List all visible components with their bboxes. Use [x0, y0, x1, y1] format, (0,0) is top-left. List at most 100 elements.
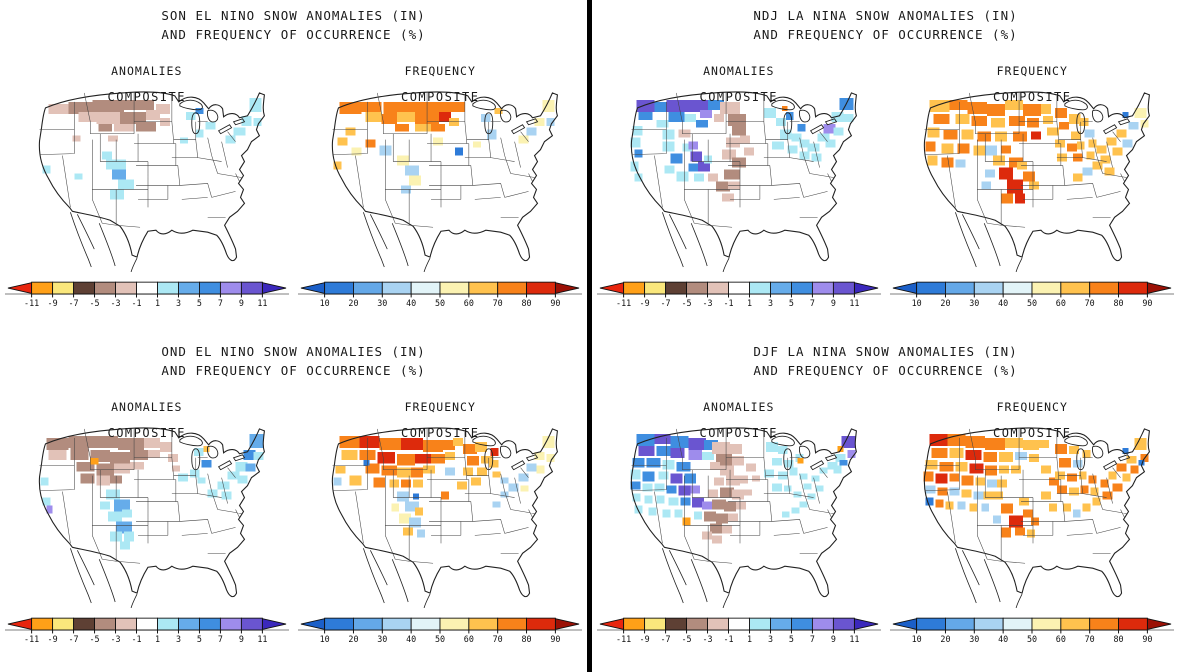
composite-label: COMPOSITE: [699, 426, 779, 440]
composite-label: COMPOSITE: [699, 90, 779, 104]
anomalies-composite-map: COMPOSITE -11 -9 -7 -5 -3 -1 1 3 5 7 9 11: [592, 414, 886, 644]
svg-text:10: 10: [912, 634, 922, 644]
svg-text:20: 20: [349, 634, 359, 644]
panel-title-line2: AND FREQUENCY OF OCCURRENCE (%): [753, 27, 1018, 42]
svg-text:-7: -7: [660, 298, 670, 308]
panel-title: DJF LA NINA SNOW ANOMALIES (IN) AND FREQ…: [592, 342, 1179, 380]
svg-text:50: 50: [1027, 298, 1037, 308]
svg-text:50: 50: [435, 634, 445, 644]
right-column: NDJ LA NINA SNOW ANOMALIES (IN) AND FREQ…: [592, 0, 1179, 672]
svg-text:20: 20: [941, 634, 951, 644]
svg-text:3: 3: [176, 298, 181, 308]
svg-text:-3: -3: [702, 634, 712, 644]
svg-text:-1: -1: [723, 298, 733, 308]
svg-text:30: 30: [970, 634, 980, 644]
us-map: [601, 78, 877, 272]
svg-text:-11: -11: [616, 634, 631, 644]
svg-text:70: 70: [1085, 634, 1095, 644]
panel-son-el-nino: SON EL NINO SNOW ANOMALIES (IN) AND FREQ…: [0, 0, 587, 336]
us-map: [9, 414, 285, 608]
panel-title: SON EL NINO SNOW ANOMALIES (IN) AND FREQ…: [0, 6, 587, 44]
svg-text:-3: -3: [110, 298, 120, 308]
panel-title-line2: AND FREQUENCY OF OCCURRENCE (%): [161, 27, 426, 42]
svg-text:40: 40: [998, 634, 1008, 644]
svg-text:40: 40: [406, 298, 416, 308]
svg-text:7: 7: [810, 298, 815, 308]
svg-text:9: 9: [831, 634, 836, 644]
composite-label: COMPOSITE: [107, 426, 187, 440]
frequency-colorbar: 10 20 30 40 50 60 70 80 90: [297, 278, 583, 308]
composite-label: COMPOSITE: [107, 90, 187, 104]
svg-text:-5: -5: [681, 298, 691, 308]
svg-text:1: 1: [155, 634, 160, 644]
frequency-label: FREQUENCY: [404, 400, 476, 414]
svg-text:10: 10: [912, 298, 922, 308]
svg-text:-11: -11: [24, 634, 39, 644]
svg-text:-5: -5: [681, 634, 691, 644]
svg-text:11: 11: [257, 634, 267, 644]
svg-text:90: 90: [1143, 634, 1153, 644]
anomalies-label: ANOMALIES: [703, 64, 775, 78]
svg-text:20: 20: [941, 298, 951, 308]
panel-ndj-la-nina: NDJ LA NINA SNOW ANOMALIES (IN) AND FREQ…: [592, 0, 1179, 336]
frequency-composite-map: COMPOSITE 10 20 30 40 50 60 70 80 90: [886, 78, 1179, 308]
frequency-label: FREQUENCY: [996, 400, 1068, 414]
svg-text:40: 40: [998, 298, 1008, 308]
frequency-composite-map: COMPOSITE 10 20 30 40 50 60 70 80 90: [886, 414, 1179, 644]
frequency-label: FREQUENCY: [404, 64, 476, 78]
anomaly-colorbar: -11 -9 -7 -5 -3 -1 1 3 5 7 9 11: [596, 614, 882, 644]
svg-text:-1: -1: [723, 634, 733, 644]
svg-text:60: 60: [1056, 634, 1066, 644]
svg-text:90: 90: [1143, 298, 1153, 308]
frequency-label: FREQUENCY: [996, 64, 1068, 78]
panel-title-line1: OND EL NINO SNOW ANOMALIES (IN): [161, 344, 426, 359]
anomalies-composite-map: COMPOSITE -11 -9 -7 -5 -3 -1 1 3 5 7 9 11: [0, 78, 294, 308]
anomalies-composite-map: COMPOSITE -11 -9 -7 -5 -3 -1 1 3 5 7 9 11: [592, 78, 886, 308]
svg-text:-11: -11: [24, 298, 39, 308]
svg-text:-5: -5: [89, 298, 99, 308]
svg-text:30: 30: [970, 298, 980, 308]
svg-text:-3: -3: [702, 298, 712, 308]
us-map: [601, 414, 877, 608]
panel-title: OND EL NINO SNOW ANOMALIES (IN) AND FREQ…: [0, 342, 587, 380]
svg-text:-1: -1: [131, 298, 141, 308]
composite-label: COMPOSITE: [992, 90, 1072, 104]
us-map: [302, 78, 578, 272]
svg-text:9: 9: [239, 634, 244, 644]
svg-text:60: 60: [464, 298, 474, 308]
svg-text:-3: -3: [110, 634, 120, 644]
svg-text:5: 5: [197, 634, 202, 644]
svg-text:40: 40: [406, 634, 416, 644]
svg-text:-9: -9: [639, 298, 649, 308]
composite-label: COMPOSITE: [400, 90, 480, 104]
svg-text:3: 3: [768, 298, 773, 308]
svg-text:7: 7: [218, 298, 223, 308]
svg-text:-1: -1: [131, 634, 141, 644]
svg-text:11: 11: [849, 298, 859, 308]
svg-text:5: 5: [197, 298, 202, 308]
panel-title-line2: AND FREQUENCY OF OCCURRENCE (%): [753, 363, 1018, 378]
svg-text:-7: -7: [660, 634, 670, 644]
svg-text:10: 10: [320, 298, 330, 308]
svg-text:80: 80: [522, 298, 532, 308]
svg-text:20: 20: [349, 298, 359, 308]
svg-text:-11: -11: [616, 298, 631, 308]
frequency-colorbar: 10 20 30 40 50 60 70 80 90: [889, 278, 1175, 308]
svg-text:10: 10: [320, 634, 330, 644]
svg-text:80: 80: [1114, 634, 1124, 644]
panel-divider: [587, 0, 592, 672]
us-map: [302, 414, 578, 608]
us-map: [9, 78, 285, 272]
svg-text:30: 30: [378, 298, 388, 308]
panel-title-line1: NDJ LA NINA SNOW ANOMALIES (IN): [753, 8, 1018, 23]
panel-title-line1: SON EL NINO SNOW ANOMALIES (IN): [161, 8, 426, 23]
panel-ond-el-nino: OND EL NINO SNOW ANOMALIES (IN) AND FREQ…: [0, 336, 587, 672]
svg-text:-9: -9: [47, 634, 57, 644]
svg-text:-9: -9: [639, 634, 649, 644]
svg-text:70: 70: [493, 298, 503, 308]
svg-text:60: 60: [464, 634, 474, 644]
svg-text:90: 90: [551, 298, 561, 308]
svg-text:5: 5: [789, 298, 794, 308]
svg-text:60: 60: [1056, 298, 1066, 308]
